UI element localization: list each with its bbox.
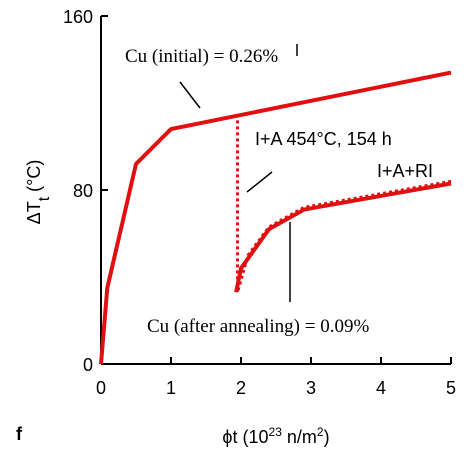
x-axis-label-part: n/m xyxy=(282,427,317,447)
annotation: f xyxy=(16,424,23,444)
x-axis-label-part: ) xyxy=(324,427,330,447)
x-axis-label-part: 2 xyxy=(317,425,324,439)
annotation: Cu (initial) = 0.26% xyxy=(125,46,278,67)
series-line xyxy=(234,181,452,293)
x-tick-label: 1 xyxy=(166,378,176,398)
series-line xyxy=(99,70,452,365)
leader-line xyxy=(246,171,273,193)
x-axis-label-part: ϕt (10 xyxy=(222,427,268,447)
x-tick-label: 2 xyxy=(236,378,246,398)
y-axis-label-part: t xyxy=(36,196,53,201)
y-tick-label: 160 xyxy=(63,7,93,27)
y-tick-label: 80 xyxy=(73,181,93,201)
annotation: Cu (after annealing) = 0.09% xyxy=(147,316,369,337)
x-tick-label: 0 xyxy=(96,378,106,398)
annotation: I+A+RI xyxy=(377,161,433,181)
x-tick-label: 5 xyxy=(446,378,456,398)
annotation: I+A 454°C, 154 h xyxy=(255,129,392,149)
x-tick-label: 4 xyxy=(376,378,386,398)
y-axis-label-part: (°C) xyxy=(24,160,44,197)
x-tick-label: 3 xyxy=(306,378,316,398)
y-axis-label: ΔTt (°C) xyxy=(24,160,53,225)
y-tick-label: 0 xyxy=(83,355,93,375)
y-axis-label-part: ΔT xyxy=(24,201,44,224)
x-axis-label: ϕt (1023 n/m2) xyxy=(222,425,329,447)
leader-line xyxy=(179,81,201,109)
x-axis-label-part: 23 xyxy=(269,425,283,439)
